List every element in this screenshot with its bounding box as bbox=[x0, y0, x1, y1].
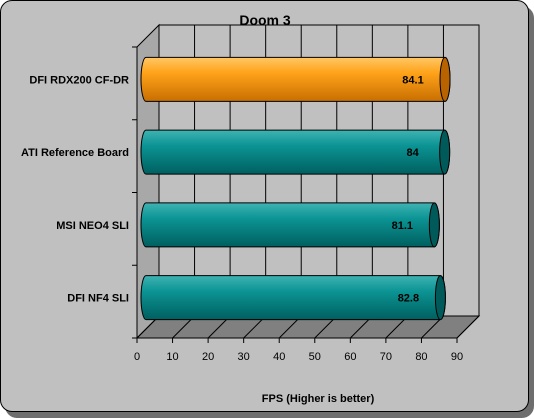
bar-value-label: 82.8 bbox=[398, 293, 419, 305]
x-axis-label: FPS (Higher is better) bbox=[262, 393, 375, 405]
chart-title: Doom 3 bbox=[239, 12, 291, 28]
bar-end-cap bbox=[439, 56, 451, 102]
plot-area: 0 10 20 30 40 50 60 70 80 90 84.1 DFI RDX200 CF-DR 8… bbox=[21, 23, 481, 363]
category-label: MSI NEO4 SLI bbox=[56, 220, 129, 232]
bar-end-cap bbox=[439, 129, 451, 175]
x-tick-label: 30 bbox=[238, 351, 250, 363]
x-tick-label: 0 bbox=[134, 351, 140, 363]
x-tick-label: 60 bbox=[344, 351, 356, 363]
x-tick-label: 20 bbox=[202, 351, 214, 363]
x-tick-label: 80 bbox=[415, 351, 427, 363]
bar-end-cap bbox=[428, 202, 440, 248]
category-label: ATI Reference Board bbox=[21, 147, 129, 159]
x-tick-label: 40 bbox=[273, 351, 285, 363]
bar-end-cap bbox=[434, 275, 446, 321]
x-tick-label: 50 bbox=[309, 351, 321, 363]
floor-gridline bbox=[456, 315, 480, 339]
x-tick-label: 90 bbox=[451, 351, 463, 363]
bar bbox=[140, 129, 451, 175]
x-tick-label: 70 bbox=[380, 351, 392, 363]
category-label: DFI RDX200 CF-DR bbox=[29, 74, 129, 86]
bar-value-label: 84 bbox=[407, 147, 420, 159]
bar-value-label: 81.1 bbox=[392, 220, 413, 232]
bar-value-label: 84.1 bbox=[402, 74, 423, 86]
x-tick-label: 10 bbox=[166, 351, 178, 363]
category-label: DFI NF4 SLI bbox=[67, 293, 129, 305]
